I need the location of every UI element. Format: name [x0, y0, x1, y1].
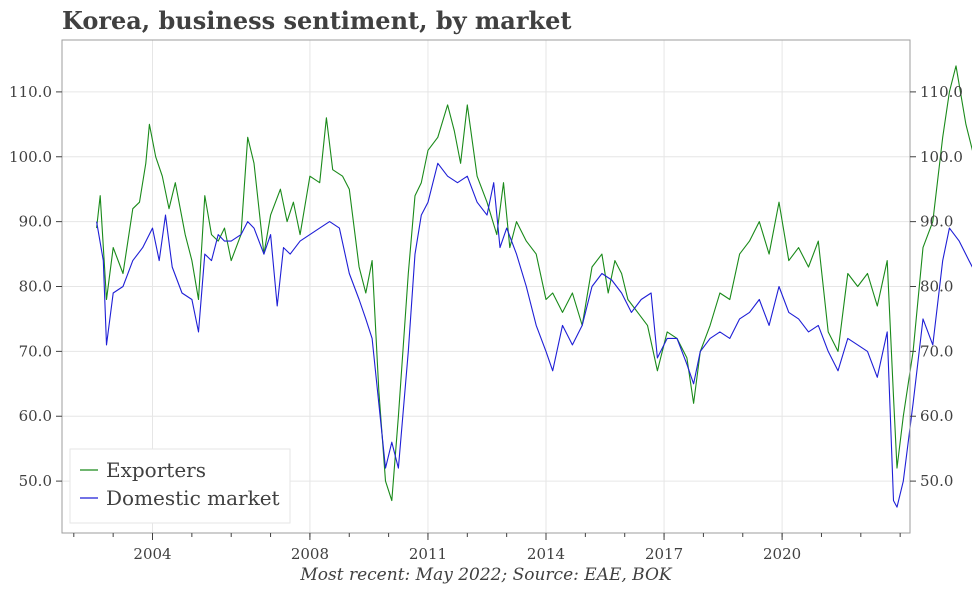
source-note: Most recent: May 2022; Source: EAE, BOK [300, 565, 672, 585]
y-tick-label-right: 50.0 [920, 472, 953, 490]
y-tick-label-left: 80.0 [19, 278, 52, 296]
y-tick-label-right: 90.0 [920, 213, 953, 231]
y-tick-label-left: 100.0 [9, 148, 52, 166]
x-tick-label: 2008 [291, 545, 329, 563]
series-line-domestic-market [96, 162, 972, 508]
y-tick-label-left: 110.0 [9, 83, 52, 101]
y-tick-label-left: 60.0 [19, 407, 52, 425]
y-tick-label-right: 110.0 [920, 83, 963, 101]
x-tick-label: 2004 [133, 545, 171, 563]
y-tick-label-right: 80.0 [920, 278, 953, 296]
legend: Exporters Domestic market [69, 448, 291, 524]
tick-layer: 50.0 50.0 60.0 60.0 70.0 70.0 80.0 80.0 90.0 90.0… [9, 83, 963, 563]
x-tick-label: 2011 [409, 545, 447, 563]
grid-layer [62, 40, 910, 533]
chart-title: Korea, business sentiment, by market [62, 6, 572, 35]
x-tick-label: 2017 [645, 545, 683, 563]
legend-label-domestic-market: Domestic market [106, 486, 280, 510]
y-tick-label-left: 70.0 [19, 342, 52, 360]
legend-label-exporters: Exporters [106, 458, 206, 482]
x-tick-label: 2014 [527, 545, 565, 563]
y-tick-label-left: 50.0 [19, 472, 52, 490]
series-layer [96, 65, 972, 508]
y-tick-label-left: 90.0 [19, 213, 52, 231]
y-tick-label-right: 100.0 [920, 148, 963, 166]
legend-box [69, 448, 291, 524]
x-tick-label: 2020 [763, 545, 801, 563]
series-line-exporters [96, 65, 972, 502]
y-tick-label-right: 70.0 [920, 342, 953, 360]
y-tick-label-right: 60.0 [920, 407, 953, 425]
